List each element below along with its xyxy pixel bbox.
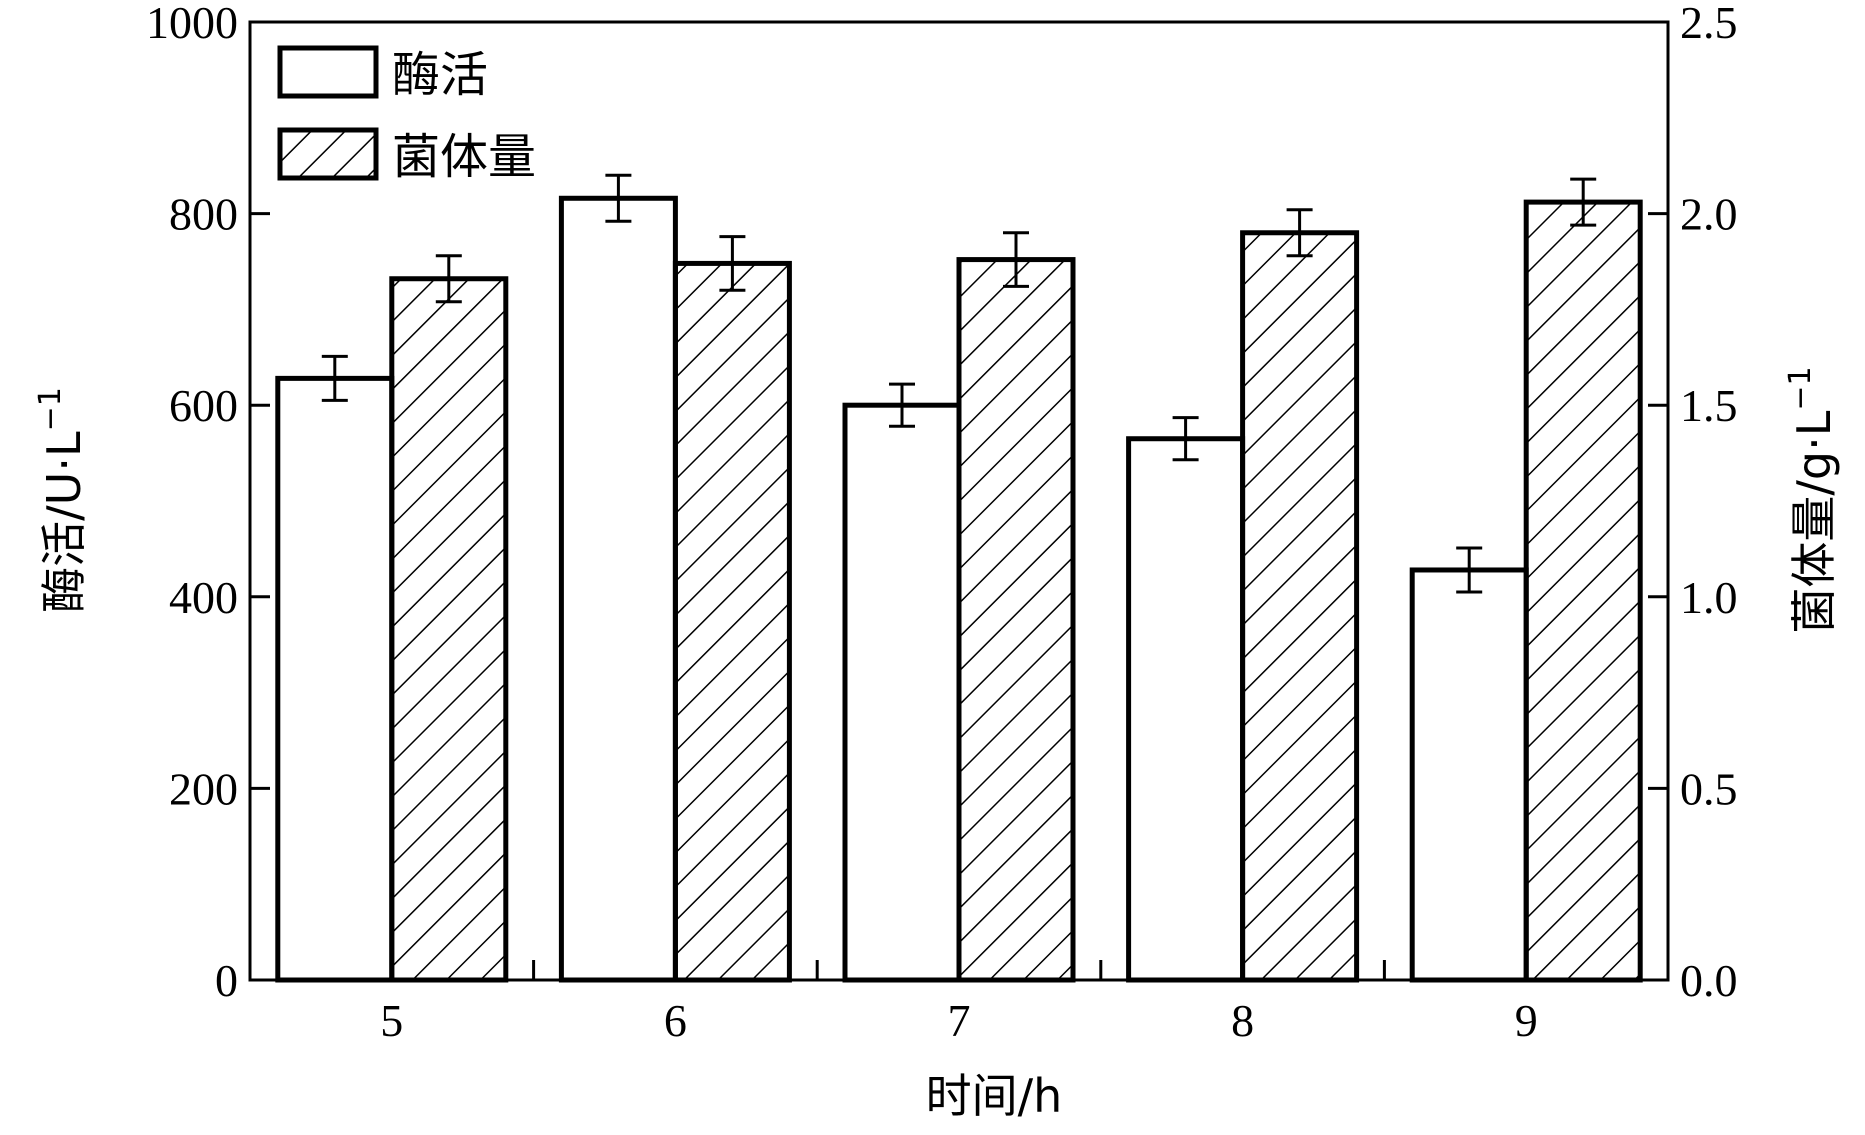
bar-biomass-5 — [389, 276, 509, 983]
y-left-tick-label-0: 0 — [215, 955, 238, 1006]
legend: 酶活 菌体量 — [277, 45, 536, 185]
y-axis-left-title-text: 酶活/U·L — [37, 431, 91, 613]
x-tick-label-5: 5 — [380, 995, 403, 1046]
y-left-tick-label-600: 600 — [169, 380, 238, 431]
x-axis-title: 时间/h — [926, 1069, 1063, 1123]
y-axis-right-title: 菌体量/g·L−1 — [1783, 366, 1841, 633]
legend-label-biomass: 菌体量 — [392, 129, 536, 185]
x-tick-label-8: 8 — [1231, 995, 1254, 1046]
y-right-tick-label-0.5: 0.5 — [1680, 763, 1738, 814]
y-right-tick-label-0.0: 0.0 — [1680, 955, 1738, 1006]
y-left-tick-label-1000: 1000 — [146, 0, 238, 48]
y-axis-right-title-sup: −1 — [1783, 366, 1818, 410]
y-left-tick-label-200: 200 — [169, 763, 238, 814]
bar-enzyme-5 — [275, 375, 395, 983]
y-axis-left-title-sup: −1 — [33, 387, 68, 431]
bar-biomass-6 — [672, 260, 792, 983]
legend-label-enzyme: 酶活 — [392, 47, 488, 103]
y-right-tick-label-1.5: 1.5 — [1680, 380, 1738, 431]
y-axis-right-title-text: 菌体量/g·L — [1787, 410, 1841, 633]
x-tick-label-7: 7 — [948, 995, 971, 1046]
bar-biomass-8 — [1240, 230, 1360, 983]
bar-enzyme-7 — [842, 402, 962, 983]
svg-text:菌体量/g·L−1: 菌体量/g·L−1 — [1783, 366, 1841, 633]
y-axis-left-title: 酶活/U·L−1 — [33, 387, 91, 613]
x-tick-label-9: 9 — [1515, 995, 1538, 1046]
bar-biomass-7 — [956, 257, 1076, 983]
plot-area: 0 200 400 600 800 1000 0.0 0.5 1.0 1.5 2.0 2.5 5 6 7 8 9 — [146, 0, 1738, 1046]
plot-frame — [248, 20, 1670, 982]
y-left-tick-label-400: 400 — [169, 572, 238, 623]
y-right-tick-label-2.5: 2.5 — [1680, 0, 1738, 48]
bar-biomass-9 — [1523, 199, 1643, 983]
y-right-tick-label-2.0: 2.0 — [1680, 189, 1738, 240]
legend-swatch-biomass — [277, 127, 379, 181]
svg-text:酶活/U·L−1: 酶活/U·L−1 — [33, 387, 91, 613]
bar-enzyme-9 — [1409, 567, 1529, 983]
y-left-tick-label-800: 800 — [169, 189, 238, 240]
bar-enzyme-6 — [558, 195, 678, 983]
bar-enzyme-8 — [1126, 436, 1246, 983]
legend-swatch-enzyme — [277, 45, 379, 99]
y-right-tick-label-1.0: 1.0 — [1680, 572, 1738, 623]
x-tick-label-6: 6 — [664, 995, 687, 1046]
